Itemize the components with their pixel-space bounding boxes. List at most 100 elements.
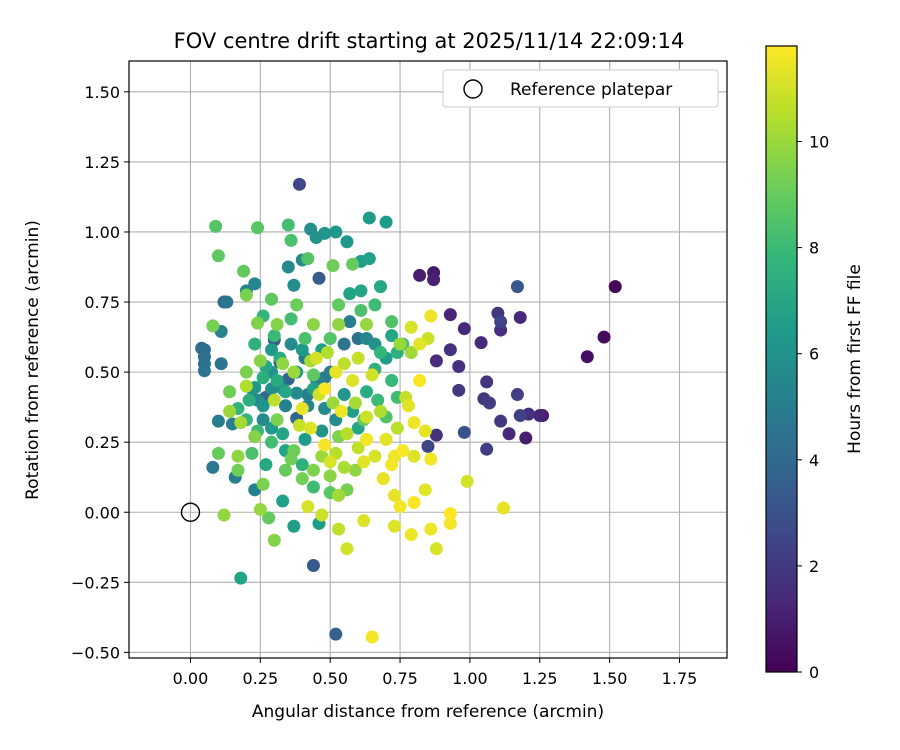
data-point	[306, 559, 320, 573]
y-tick-label: 1.50	[84, 83, 120, 102]
data-point	[360, 410, 374, 424]
data-point	[510, 280, 524, 294]
data-point	[245, 446, 259, 460]
data-point	[452, 383, 466, 397]
legend-entry: Reference platepar	[510, 80, 672, 100]
data-point	[407, 416, 421, 430]
data-point	[295, 472, 309, 486]
data-point	[284, 233, 298, 247]
x-axis: 0.00 0.25 0.50 0.75 1.00 1.25 1.50 1.75	[173, 658, 698, 688]
data-point	[287, 365, 301, 379]
data-point	[287, 278, 301, 292]
data-point	[259, 458, 273, 472]
x-tick-label: 0.75	[382, 669, 418, 688]
data-point	[301, 252, 315, 266]
data-point	[318, 382, 332, 396]
data-point	[267, 533, 281, 547]
data-point	[427, 273, 441, 287]
data-point	[284, 337, 298, 351]
data-point	[533, 409, 547, 423]
y-tick-label: −0.25	[71, 573, 120, 592]
data-point	[357, 514, 371, 528]
data-point	[354, 284, 368, 298]
data-point	[256, 413, 270, 427]
data-points	[195, 177, 622, 644]
y-axis: −0.50 −0.25 0.00 0.25 0.50 0.75 1.00 1.25 1.50	[71, 83, 129, 662]
data-point	[329, 365, 343, 379]
x-tick-label: 1.50	[592, 669, 628, 688]
data-point	[326, 396, 340, 410]
data-point	[265, 292, 279, 306]
x-tick-label: 0.50	[312, 669, 348, 688]
y-tick-label: 0.75	[84, 293, 120, 312]
data-point	[424, 522, 438, 536]
data-point	[211, 249, 225, 263]
legend-marker	[463, 79, 483, 99]
data-point	[262, 511, 276, 525]
data-point	[385, 315, 399, 329]
data-point	[276, 427, 290, 441]
data-point	[290, 386, 304, 400]
data-point	[301, 500, 315, 514]
data-point	[287, 519, 301, 533]
data-point	[351, 351, 365, 365]
data-point	[239, 365, 253, 379]
data-point	[421, 439, 435, 453]
data-point	[513, 409, 527, 423]
data-point	[443, 308, 457, 322]
data-point	[429, 542, 443, 556]
colorbar: 0 2 4 6 8 10 Hours from first FF file	[765, 45, 865, 682]
data-point	[452, 360, 466, 374]
data-point	[315, 424, 329, 438]
data-point	[404, 528, 418, 542]
data-point	[248, 277, 262, 291]
data-point	[443, 516, 457, 530]
data-point	[480, 442, 494, 456]
data-point	[346, 257, 360, 271]
data-point	[306, 480, 320, 494]
data-point	[290, 298, 304, 312]
colorbar-tick-label: 2	[809, 557, 819, 576]
colorbar-tick-label: 8	[809, 239, 819, 258]
data-point	[457, 425, 471, 439]
data-point	[276, 357, 290, 371]
data-point	[284, 312, 298, 326]
data-point	[371, 393, 385, 407]
data-point	[318, 226, 332, 240]
data-point	[214, 357, 228, 371]
data-point	[276, 494, 290, 508]
data-point	[278, 399, 292, 413]
colorbar-label: Hours from first FF file	[845, 264, 865, 454]
data-point	[295, 458, 309, 472]
data-point	[373, 280, 387, 294]
data-point	[292, 177, 306, 191]
y-tick-label: 1.00	[84, 223, 120, 242]
data-point	[413, 268, 427, 282]
y-tick-label: 0.25	[84, 433, 120, 452]
data-point	[443, 507, 457, 521]
data-point	[457, 322, 471, 336]
data-point	[265, 343, 279, 357]
data-point	[474, 336, 488, 350]
data-point	[351, 441, 365, 455]
data-point	[608, 280, 622, 294]
data-point	[242, 393, 256, 407]
data-point	[323, 455, 337, 469]
colorbar-tick-label: 0	[809, 663, 819, 682]
data-point	[239, 379, 253, 393]
data-point	[337, 357, 351, 371]
data-point	[318, 438, 332, 452]
data-point	[424, 452, 438, 466]
data-point	[284, 452, 298, 466]
colorbar-tick-label: 6	[809, 345, 819, 364]
data-point	[390, 421, 404, 435]
data-point	[519, 431, 533, 445]
data-point	[251, 221, 265, 235]
data-point	[360, 385, 374, 399]
data-point	[385, 329, 399, 343]
data-point	[306, 368, 320, 382]
x-tick-label: 1.75	[662, 669, 698, 688]
data-point	[376, 472, 390, 486]
data-point	[404, 345, 418, 359]
data-point	[211, 446, 225, 460]
